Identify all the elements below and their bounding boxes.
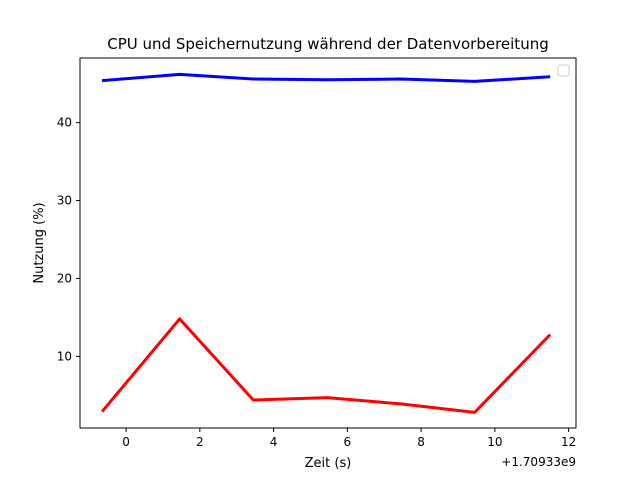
y-axis-label: Nutzung (%): [32, 202, 47, 283]
series-line-1: [101, 72, 551, 83]
y-tick-label: 40: [57, 116, 72, 130]
x-tick-label: 10: [487, 435, 502, 449]
x-axis-label: Zeit (s): [305, 456, 352, 471]
legend-box: [557, 64, 570, 77]
x-tick-label: 4: [270, 435, 278, 449]
plot-frame: [79, 57, 577, 429]
x-tick-label: 2: [196, 435, 204, 449]
series-layer: [100, 72, 552, 414]
y-axis: 10 20 30 40: [57, 116, 80, 363]
y-tick-label: 20: [57, 271, 72, 285]
y-tick-label: 10: [57, 349, 72, 363]
x-axis: 0 2 4 6 8 10 12: [122, 428, 576, 449]
chart-title: CPU und Speichernutzung während der Date…: [107, 35, 548, 53]
series-line-2: [100, 317, 552, 414]
x-tick-label: 6: [344, 435, 352, 449]
x-tick-label: 0: [122, 435, 130, 449]
x-tick-label: 12: [561, 435, 576, 449]
y-tick-label: 30: [57, 194, 72, 208]
x-offset-label: +1.70933e9: [501, 455, 576, 469]
x-tick-label: 8: [417, 435, 425, 449]
